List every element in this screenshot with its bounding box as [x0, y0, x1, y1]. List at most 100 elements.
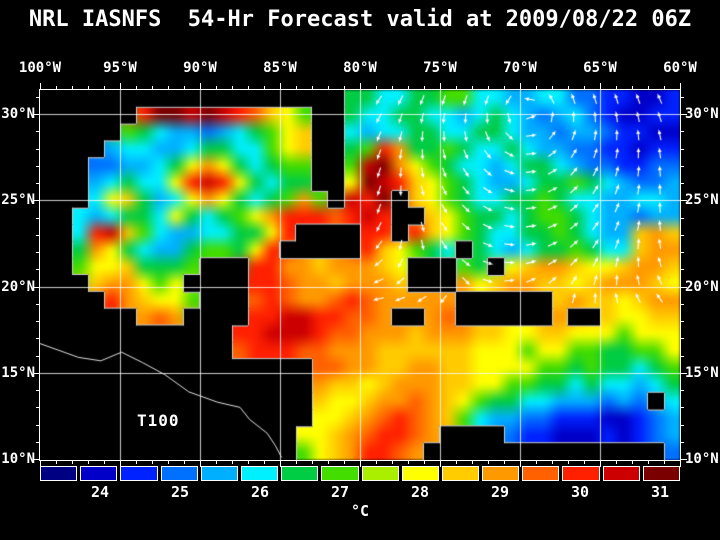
axis-tick [681, 287, 687, 288]
axis-tick [104, 86, 105, 89]
axis-tick [376, 461, 377, 464]
colorbar-tick-label: 31 [650, 483, 670, 501]
x-axis-tick-label: 90°W [183, 60, 217, 76]
map-canvas [40, 90, 680, 460]
axis-tick [36, 407, 39, 408]
y-axis-tick-label-right: 30°N [685, 106, 719, 123]
axis-tick [248, 461, 249, 464]
axis-tick [681, 235, 684, 236]
axis-tick [408, 86, 409, 89]
axis-tick [136, 461, 137, 464]
axis-tick [40, 461, 41, 467]
x-axis-tick-label: 80°W [343, 60, 377, 76]
axis-tick [681, 338, 684, 339]
axis-tick [232, 461, 233, 464]
axis-tick [681, 183, 684, 184]
axis-tick [472, 86, 473, 89]
axis-tick [280, 83, 281, 89]
axis-tick [680, 83, 681, 89]
axis-tick [632, 86, 633, 89]
x-axis-tick-label: 65°W [583, 60, 617, 76]
axis-tick [680, 461, 681, 467]
axis-tick [552, 461, 553, 464]
field-label: T100 [137, 411, 180, 430]
axis-tick [360, 83, 361, 89]
axis-tick [36, 166, 39, 167]
axis-tick [681, 131, 684, 132]
axis-tick [152, 461, 153, 464]
axis-tick [360, 461, 361, 467]
axis-tick [56, 461, 57, 464]
colorbar-cell [160, 466, 198, 481]
y-axis-tick-label-right: 15°N [685, 364, 719, 381]
y-axis-tick-label-right: 10°N [685, 451, 719, 468]
axis-tick [632, 461, 633, 464]
figure-title: NRL IASNFS 54-Hr Forecast valid at 2009/… [28, 7, 692, 32]
axis-tick [200, 83, 201, 89]
axis-tick [424, 86, 425, 89]
axis-tick [264, 461, 265, 464]
axis-tick [681, 304, 684, 305]
axis-tick [232, 86, 233, 89]
axis-tick [681, 218, 684, 219]
axis-tick [681, 149, 684, 150]
axis-tick [600, 461, 601, 467]
axis-tick [36, 321, 39, 322]
colorbar-unit: °C [350, 502, 370, 520]
axis-tick [36, 442, 39, 443]
axis-tick [392, 86, 393, 89]
colorbar-cell [441, 466, 480, 481]
axis-tick [584, 461, 585, 464]
axis-tick [616, 86, 617, 89]
axis-tick [504, 461, 505, 464]
axis-tick [184, 461, 185, 464]
axis-tick [296, 461, 297, 464]
x-axis-tick-label: 60°W [663, 60, 697, 76]
axis-tick [33, 200, 39, 201]
colorbar-cell [200, 466, 238, 481]
axis-tick [648, 461, 649, 464]
y-axis-tick-label-left: 10°N [1, 451, 35, 468]
colorbar-cell [562, 466, 600, 481]
axis-tick [681, 252, 684, 253]
axis-tick [264, 86, 265, 89]
axis-tick [648, 86, 649, 89]
axis-tick [33, 287, 39, 288]
axis-tick [681, 425, 684, 426]
axis-tick [681, 114, 687, 115]
axis-tick [568, 461, 569, 464]
axis-tick [88, 86, 89, 89]
axis-tick [184, 86, 185, 89]
colorbar-cell [80, 466, 118, 481]
x-axis-tick-label: 70°W [503, 60, 537, 76]
colorbar-cell [240, 466, 279, 481]
colorbar-tick-label: 29 [490, 483, 510, 501]
axis-tick [681, 321, 684, 322]
axis-tick [440, 83, 441, 89]
colorbar-cell [361, 466, 399, 481]
axis-tick [424, 461, 425, 464]
x-axis-tick-label: 95°W [103, 60, 137, 76]
axis-tick [664, 461, 665, 464]
y-axis-tick-label-left: 15°N [1, 364, 35, 381]
axis-tick [681, 407, 684, 408]
axis-tick [488, 461, 489, 464]
axis-tick [40, 83, 41, 89]
axis-tick [56, 86, 57, 89]
x-axis-tick-label: 100°W [18, 60, 62, 76]
axis-tick [200, 461, 201, 467]
axis-tick [296, 86, 297, 89]
axis-tick [248, 86, 249, 89]
colorbar-cell [120, 466, 158, 481]
colorbar-tick-label: 24 [90, 483, 110, 501]
axis-tick [344, 86, 345, 89]
axis-tick [681, 97, 684, 98]
axis-tick [72, 86, 73, 89]
axis-tick [552, 86, 553, 89]
axis-tick [392, 461, 393, 464]
axis-tick [36, 131, 39, 132]
axis-tick [216, 86, 217, 89]
axis-tick [440, 461, 441, 467]
axis-tick [36, 425, 39, 426]
axis-tick [216, 461, 217, 464]
